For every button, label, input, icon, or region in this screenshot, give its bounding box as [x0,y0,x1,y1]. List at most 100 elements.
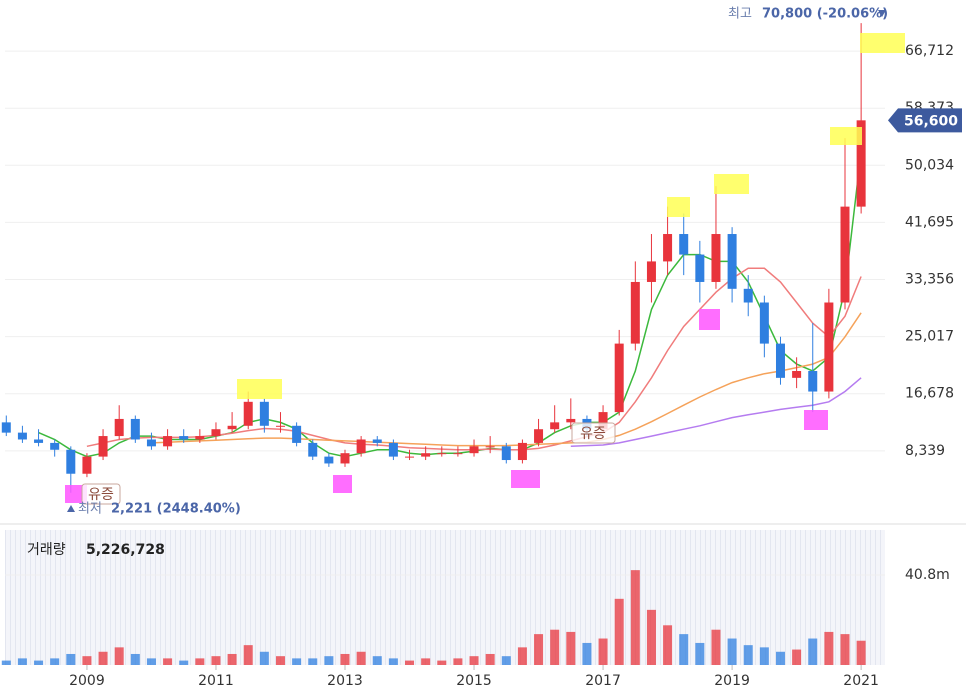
highlight [237,379,282,399]
volume-bar [517,647,527,665]
y-tick-label: 8,339 [905,443,945,459]
candle-body [195,436,205,440]
highlight [804,410,828,430]
candle-body [695,254,705,282]
candle-body [501,446,511,461]
event-box [81,483,121,505]
volume-bar [824,631,834,665]
candle-body [114,418,124,437]
highlight [511,470,540,488]
volume-background [5,530,885,665]
candle-body [711,234,721,282]
x-tick-label: 2009 [69,673,105,689]
highlight [830,127,862,145]
event-label: 유증 [88,487,114,503]
volume-bar [485,653,495,665]
candle-body [405,456,415,458]
low-arrow [67,505,75,512]
candle-body [82,456,92,474]
volume-bar [324,656,334,665]
volume-bar [727,638,737,665]
price-tag [888,108,962,133]
volume-bar [146,658,156,665]
highlight [333,475,352,493]
volume-bar [211,656,221,665]
volume-bar [856,640,866,665]
volume-bar [179,660,189,665]
candle-body [340,453,350,464]
moving-average [38,151,862,458]
candle-body [437,453,447,455]
volume-bar [163,658,173,665]
volume-bar [405,660,415,665]
volume-bar [372,656,382,665]
highlight [699,309,720,330]
volume-bar [501,656,511,665]
volume-bar [17,658,27,665]
volume-bar [34,660,44,665]
candle-body [324,456,334,464]
volume-bar [792,649,802,665]
volume-bar [243,645,253,665]
y-tick-label: 25,017 [905,329,954,345]
volume-bar [130,653,140,665]
volume-bar [114,647,124,665]
volume-bar [340,653,350,665]
volume-bar [534,634,544,665]
volume-bar [646,609,656,665]
candle-body [534,429,544,443]
x-tick-label: 2015 [456,673,492,689]
volume-bar [82,656,92,665]
candle-body [679,234,689,255]
y-tick-label: 40.8m [905,567,950,583]
event-label: 유증 [580,426,606,442]
x-tick-label: 2011 [198,673,234,689]
volume-bar [759,647,769,665]
candle-body [856,120,866,207]
candle-body [663,234,673,262]
highlight [667,197,690,217]
volume-bar [308,658,318,665]
volume-bar [582,642,592,665]
candle-body [453,453,463,455]
volume-bar [598,638,608,665]
x-tick-label: 2019 [714,673,750,689]
volume-bar [50,658,60,665]
highlight [860,33,905,53]
volume-bar [275,656,285,665]
high-arrow [878,10,886,17]
x-tick-label: 2021 [843,673,879,689]
volume-bar [437,660,447,665]
volume-last: 5,226,728 [86,542,165,558]
volume-title: 거래량 [27,542,66,558]
candle-body [372,439,382,443]
candle-body [775,343,785,378]
candle-body [646,261,656,282]
candle-body [598,412,608,430]
candle-body [792,370,802,378]
volume-bar [663,625,673,665]
candle-body [743,288,753,303]
candle-body [824,302,834,392]
high-note-label: 최고 [728,7,752,22]
candle-body [727,234,737,289]
volume-bar [614,598,624,665]
volume-bar [566,631,576,665]
volume-bar [679,634,689,665]
candle-body [421,453,431,457]
volume-bar [98,651,108,665]
candle-body [356,439,366,454]
volume-bar [711,629,721,665]
y-tick-label: 41,695 [905,214,954,230]
candle-body [759,302,769,344]
candle-body [163,436,173,447]
volume-bar [695,642,705,665]
low-note-text: 2,221 (2448.40%) [111,502,241,517]
volume-bar [421,658,431,665]
candle-body [808,370,818,392]
candle-body [840,206,850,303]
volume-bar [630,570,640,665]
x-tick-label: 2017 [585,673,621,689]
low-note-label: 최저 [78,502,102,517]
